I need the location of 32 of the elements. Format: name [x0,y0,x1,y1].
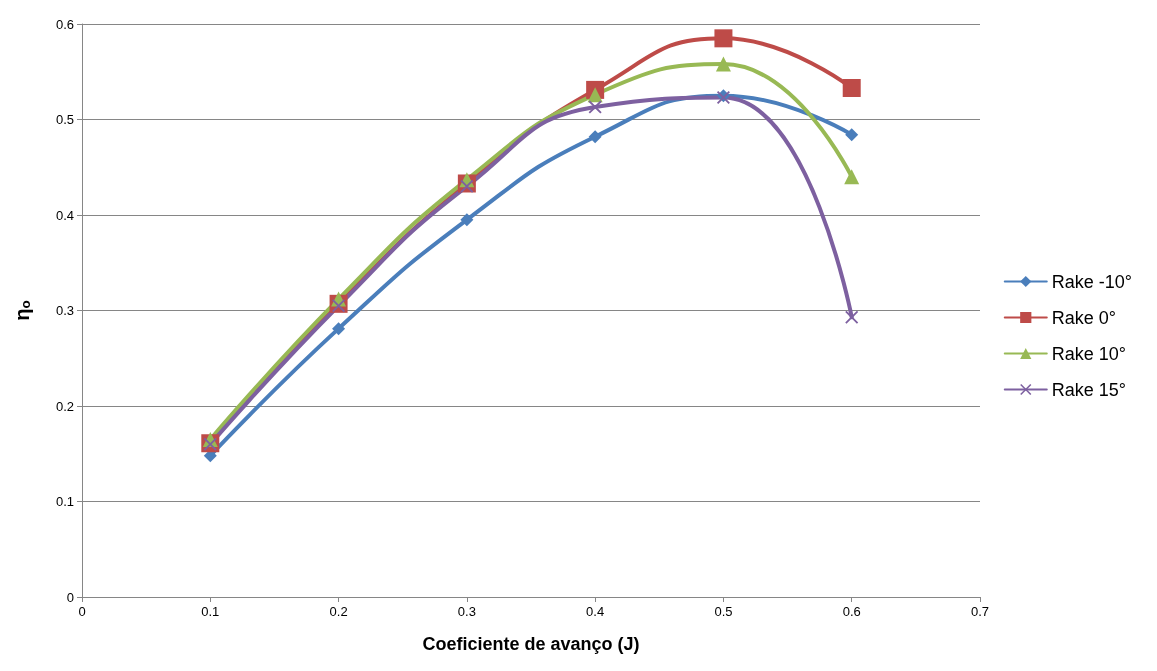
point [845,128,859,142]
point [587,87,603,103]
x-tick-label: 0 [78,604,86,619]
point [842,78,861,97]
legend-label: Rake 0° [1051,307,1116,328]
point [715,56,731,72]
x-tick-label: 0.5 [714,604,733,619]
y-tick-label: 0.4 [55,207,74,223]
x-tick-label: 0.3 [457,604,476,619]
point [460,213,474,227]
point [588,130,602,144]
point [332,322,346,336]
point [844,169,860,185]
point [588,100,602,114]
x-tick-label: 0.6 [842,604,861,619]
y-tick-label: 0.5 [55,112,74,127]
x-tick-label: 0.1 [201,604,220,619]
y-axis-title: ηₒ [11,300,33,321]
y-tick-label: 0.6 [55,16,74,32]
x-axis-title: Coeficiente de avanço (J) [422,634,640,654]
y-tick-label: 0.1 [55,494,74,509]
legend-label: Rake 10° [1051,343,1127,364]
point [845,310,859,324]
y-tick-label: 0.3 [55,303,74,318]
y-tick-label: 0.2 [55,398,74,414]
legend-label: Rake 15° [1051,379,1127,400]
x-tick-label: 0.4 [586,604,605,619]
x-tick-label: 0.2 [329,604,348,619]
y-tick-label: 0 [66,589,74,605]
point [714,29,733,48]
x-tick-label: 0.7 [970,604,990,619]
legend-label: Rake -10° [1051,271,1133,292]
